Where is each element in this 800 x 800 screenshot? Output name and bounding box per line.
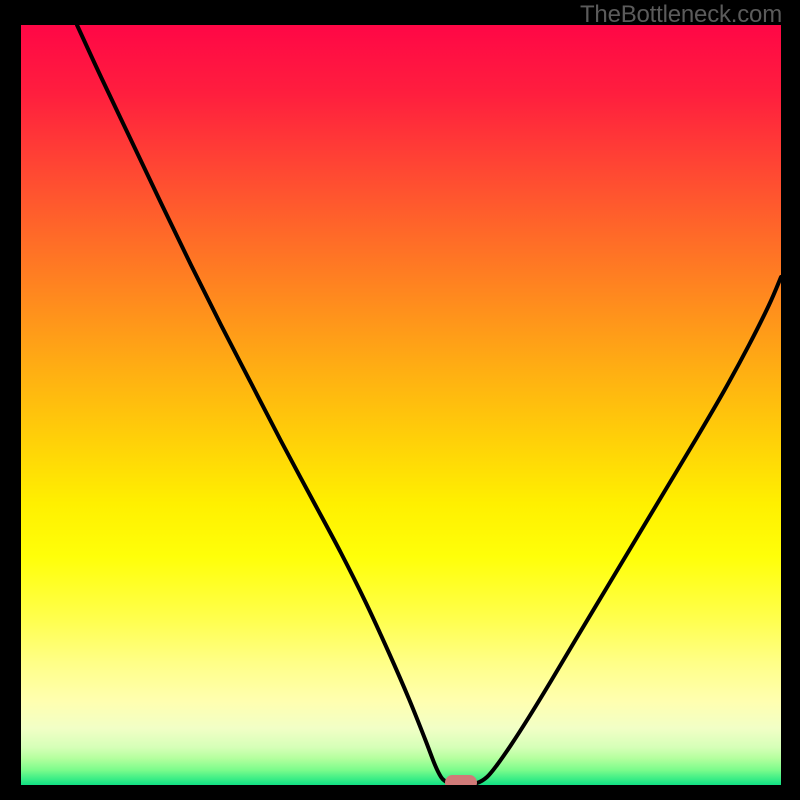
- watermark-text: TheBottleneck.com: [580, 1, 782, 29]
- chart-frame: TheBottleneck.com: [0, 0, 800, 800]
- bottleneck-curve: [21, 25, 781, 785]
- plot-area: [21, 25, 781, 785]
- optimal-marker: [445, 775, 477, 786]
